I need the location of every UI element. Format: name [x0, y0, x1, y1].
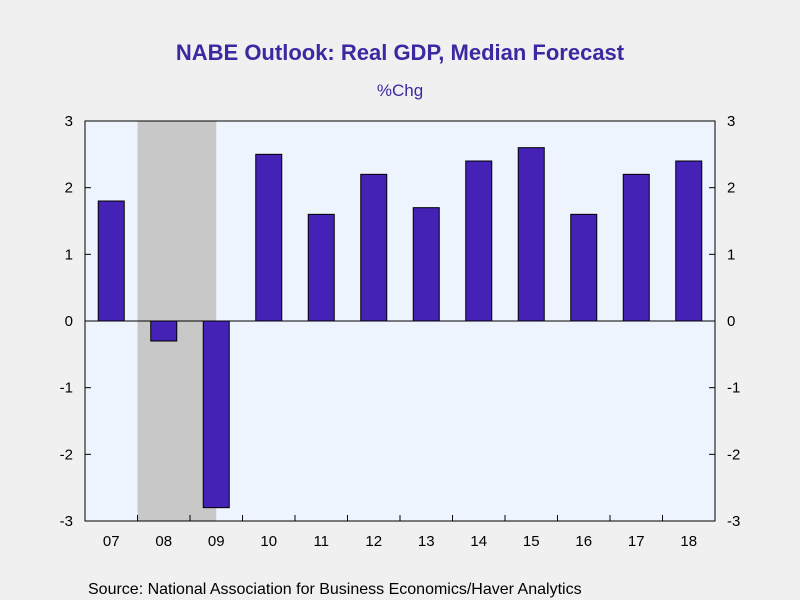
y-tick-label-left: -2: [60, 446, 73, 463]
x-tick-label: 10: [260, 533, 277, 550]
y-tick-label-left: 2: [65, 180, 73, 197]
y-tick-label-right: 2: [727, 180, 735, 197]
x-tick-label: 15: [523, 533, 540, 550]
bar-16: [570, 213, 598, 322]
y-tick-label-left: 0: [65, 313, 73, 330]
axis-labels-layer: 3 32 21 10 0-1 -1-2 -2-3 -307 08 09 10 11 12 13 14 15 16…: [60, 113, 741, 550]
bar-09: [202, 320, 230, 509]
x-tick-label: 09: [208, 533, 225, 550]
chart-title: NABE Outlook: Real GDP, Median Forecast: [176, 40, 625, 65]
x-tick-label: 13: [418, 533, 435, 550]
bar-18: [675, 160, 703, 322]
bar-17: [622, 173, 650, 322]
x-tick-label: 14: [470, 533, 487, 550]
y-tick-label-left: -3: [60, 513, 73, 530]
x-tick-label: 11: [313, 533, 329, 550]
chart-subtitle: %Chg: [377, 81, 423, 100]
bars-layer: [97, 147, 703, 509]
x-tick-label: 18: [680, 533, 697, 550]
bar-11: [307, 213, 335, 322]
y-tick-label-right: -3: [727, 513, 740, 530]
y-tick-label-left: 1: [65, 246, 73, 263]
bar-07: [97, 200, 125, 322]
y-tick-label-left: -1: [60, 380, 73, 397]
bar-13: [412, 207, 440, 322]
y-tick-label-left: 3: [65, 113, 73, 130]
bar-12: [360, 173, 388, 322]
y-tick-label-right: 1: [727, 246, 735, 263]
y-tick-label-right: 3: [727, 113, 735, 130]
bar-15: [517, 147, 545, 322]
x-tick-label: 12: [365, 533, 382, 550]
source-note: Source: National Association for Busines…: [88, 581, 582, 598]
bar-10: [255, 153, 283, 322]
x-tick-label: 16: [575, 533, 592, 550]
y-tick-label-right: -1: [727, 380, 740, 397]
x-tick-label: 08: [155, 533, 172, 550]
y-tick-label-right: -2: [727, 446, 740, 463]
y-tick-label-right: 0: [727, 313, 735, 330]
bar-08: [150, 320, 178, 342]
bar-14: [465, 160, 493, 322]
axis-ticks-layer: [85, 120, 715, 522]
x-tick-label: 17: [628, 533, 645, 550]
x-tick-label: 07: [103, 533, 120, 550]
